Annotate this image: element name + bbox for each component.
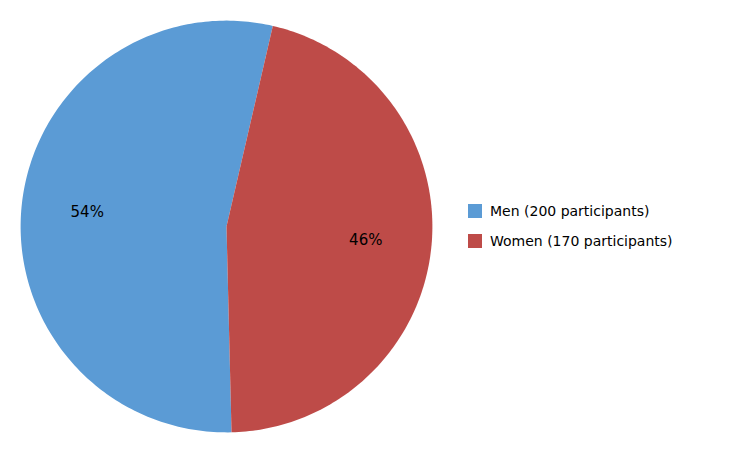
svg-text:54%: 54%: [71, 203, 104, 221]
html-text:Men (200 participants): Men (200 participants): [490, 202, 650, 219]
html-text:Women (170 participants): Women (170 participants): [490, 232, 673, 249]
svg-text:46%: 46%: [349, 231, 382, 249]
